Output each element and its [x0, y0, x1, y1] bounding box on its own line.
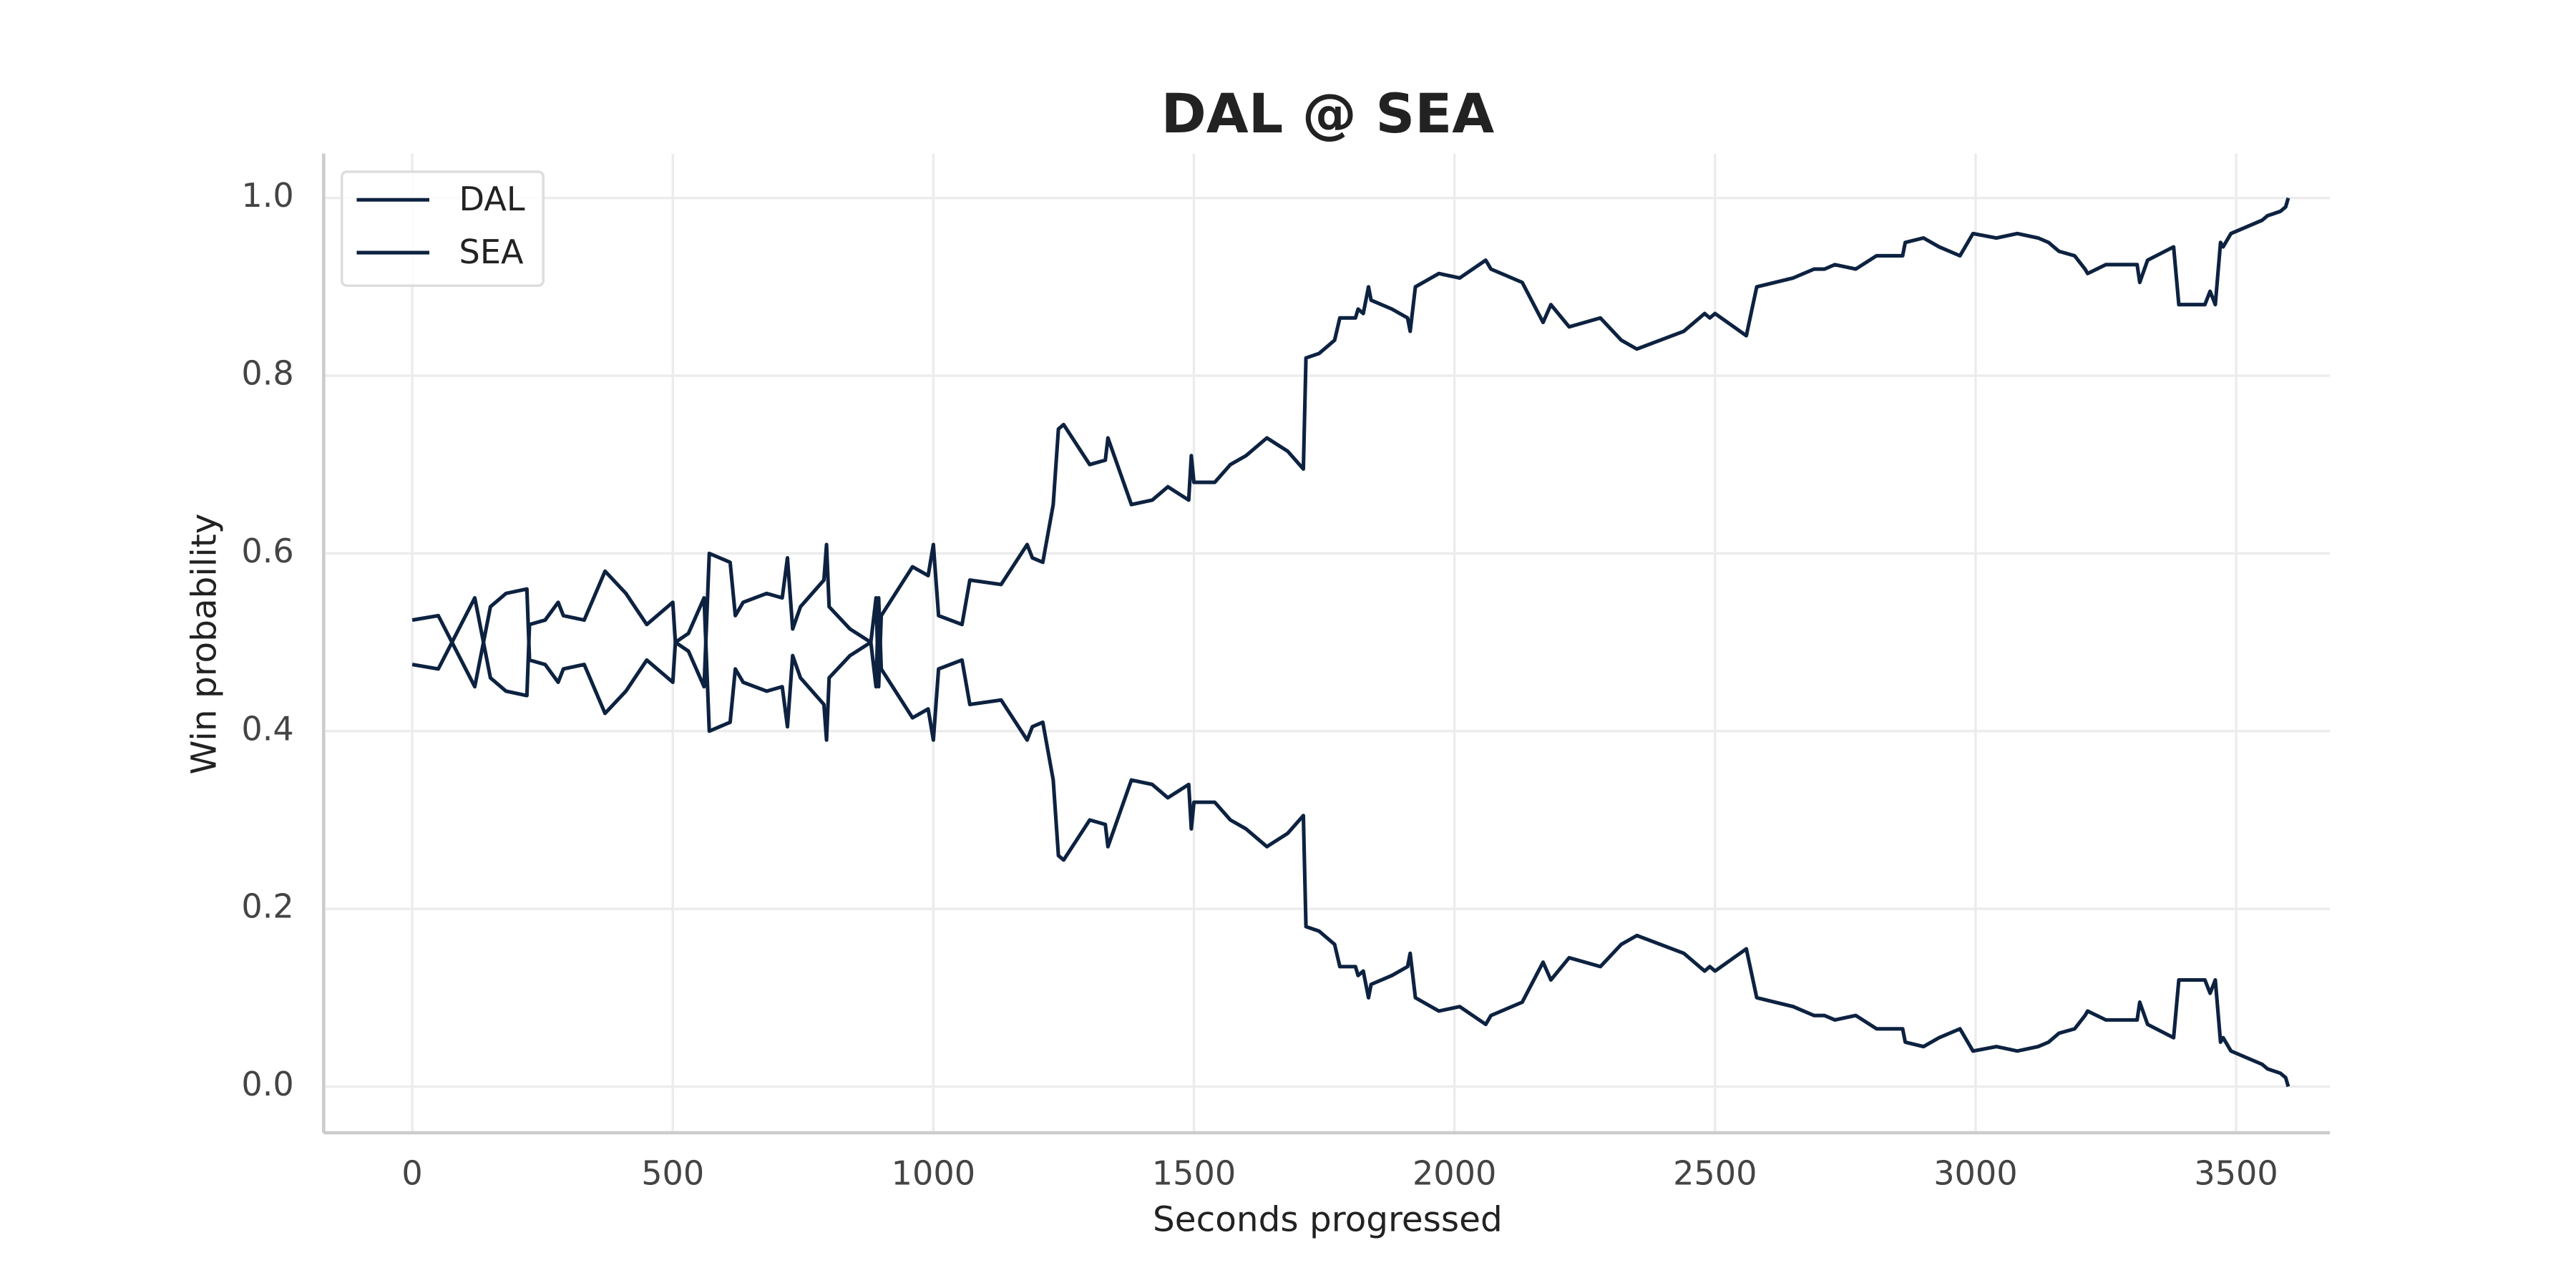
y-tick-label: 0.6 [241, 532, 293, 570]
series-line [411, 197, 2290, 716]
x-tick-label: 2500 [1673, 1154, 1757, 1193]
x-tick-label: 500 [641, 1154, 704, 1193]
y-axis-label: Win probability [184, 514, 224, 775]
y-tick-label: 0.4 [241, 709, 293, 748]
y-tick-label: 0.2 [241, 887, 293, 926]
y-tick-label: 0.8 [241, 354, 293, 393]
legend-label: SEA [459, 233, 524, 271]
x-tick-label: 1500 [1152, 1154, 1236, 1193]
x-tick-label: 2000 [1413, 1154, 1496, 1193]
series-line [411, 569, 2290, 1088]
y-tick-label: 1.0 [241, 176, 293, 215]
chart-title: DAL @ SEA [1161, 82, 1495, 145]
x-axis-label: Seconds progressed [1153, 1200, 1503, 1240]
x-tick-label: 3000 [1933, 1154, 2017, 1193]
legend: DAL SEA [340, 170, 545, 287]
x-tick-label: 3500 [2194, 1154, 2278, 1193]
x-tick-label: 1000 [892, 1154, 975, 1193]
y-tick-label: 0.0 [241, 1065, 293, 1103]
legend-label: DAL [459, 180, 525, 218]
x-tick-label: 0 [401, 1154, 422, 1193]
